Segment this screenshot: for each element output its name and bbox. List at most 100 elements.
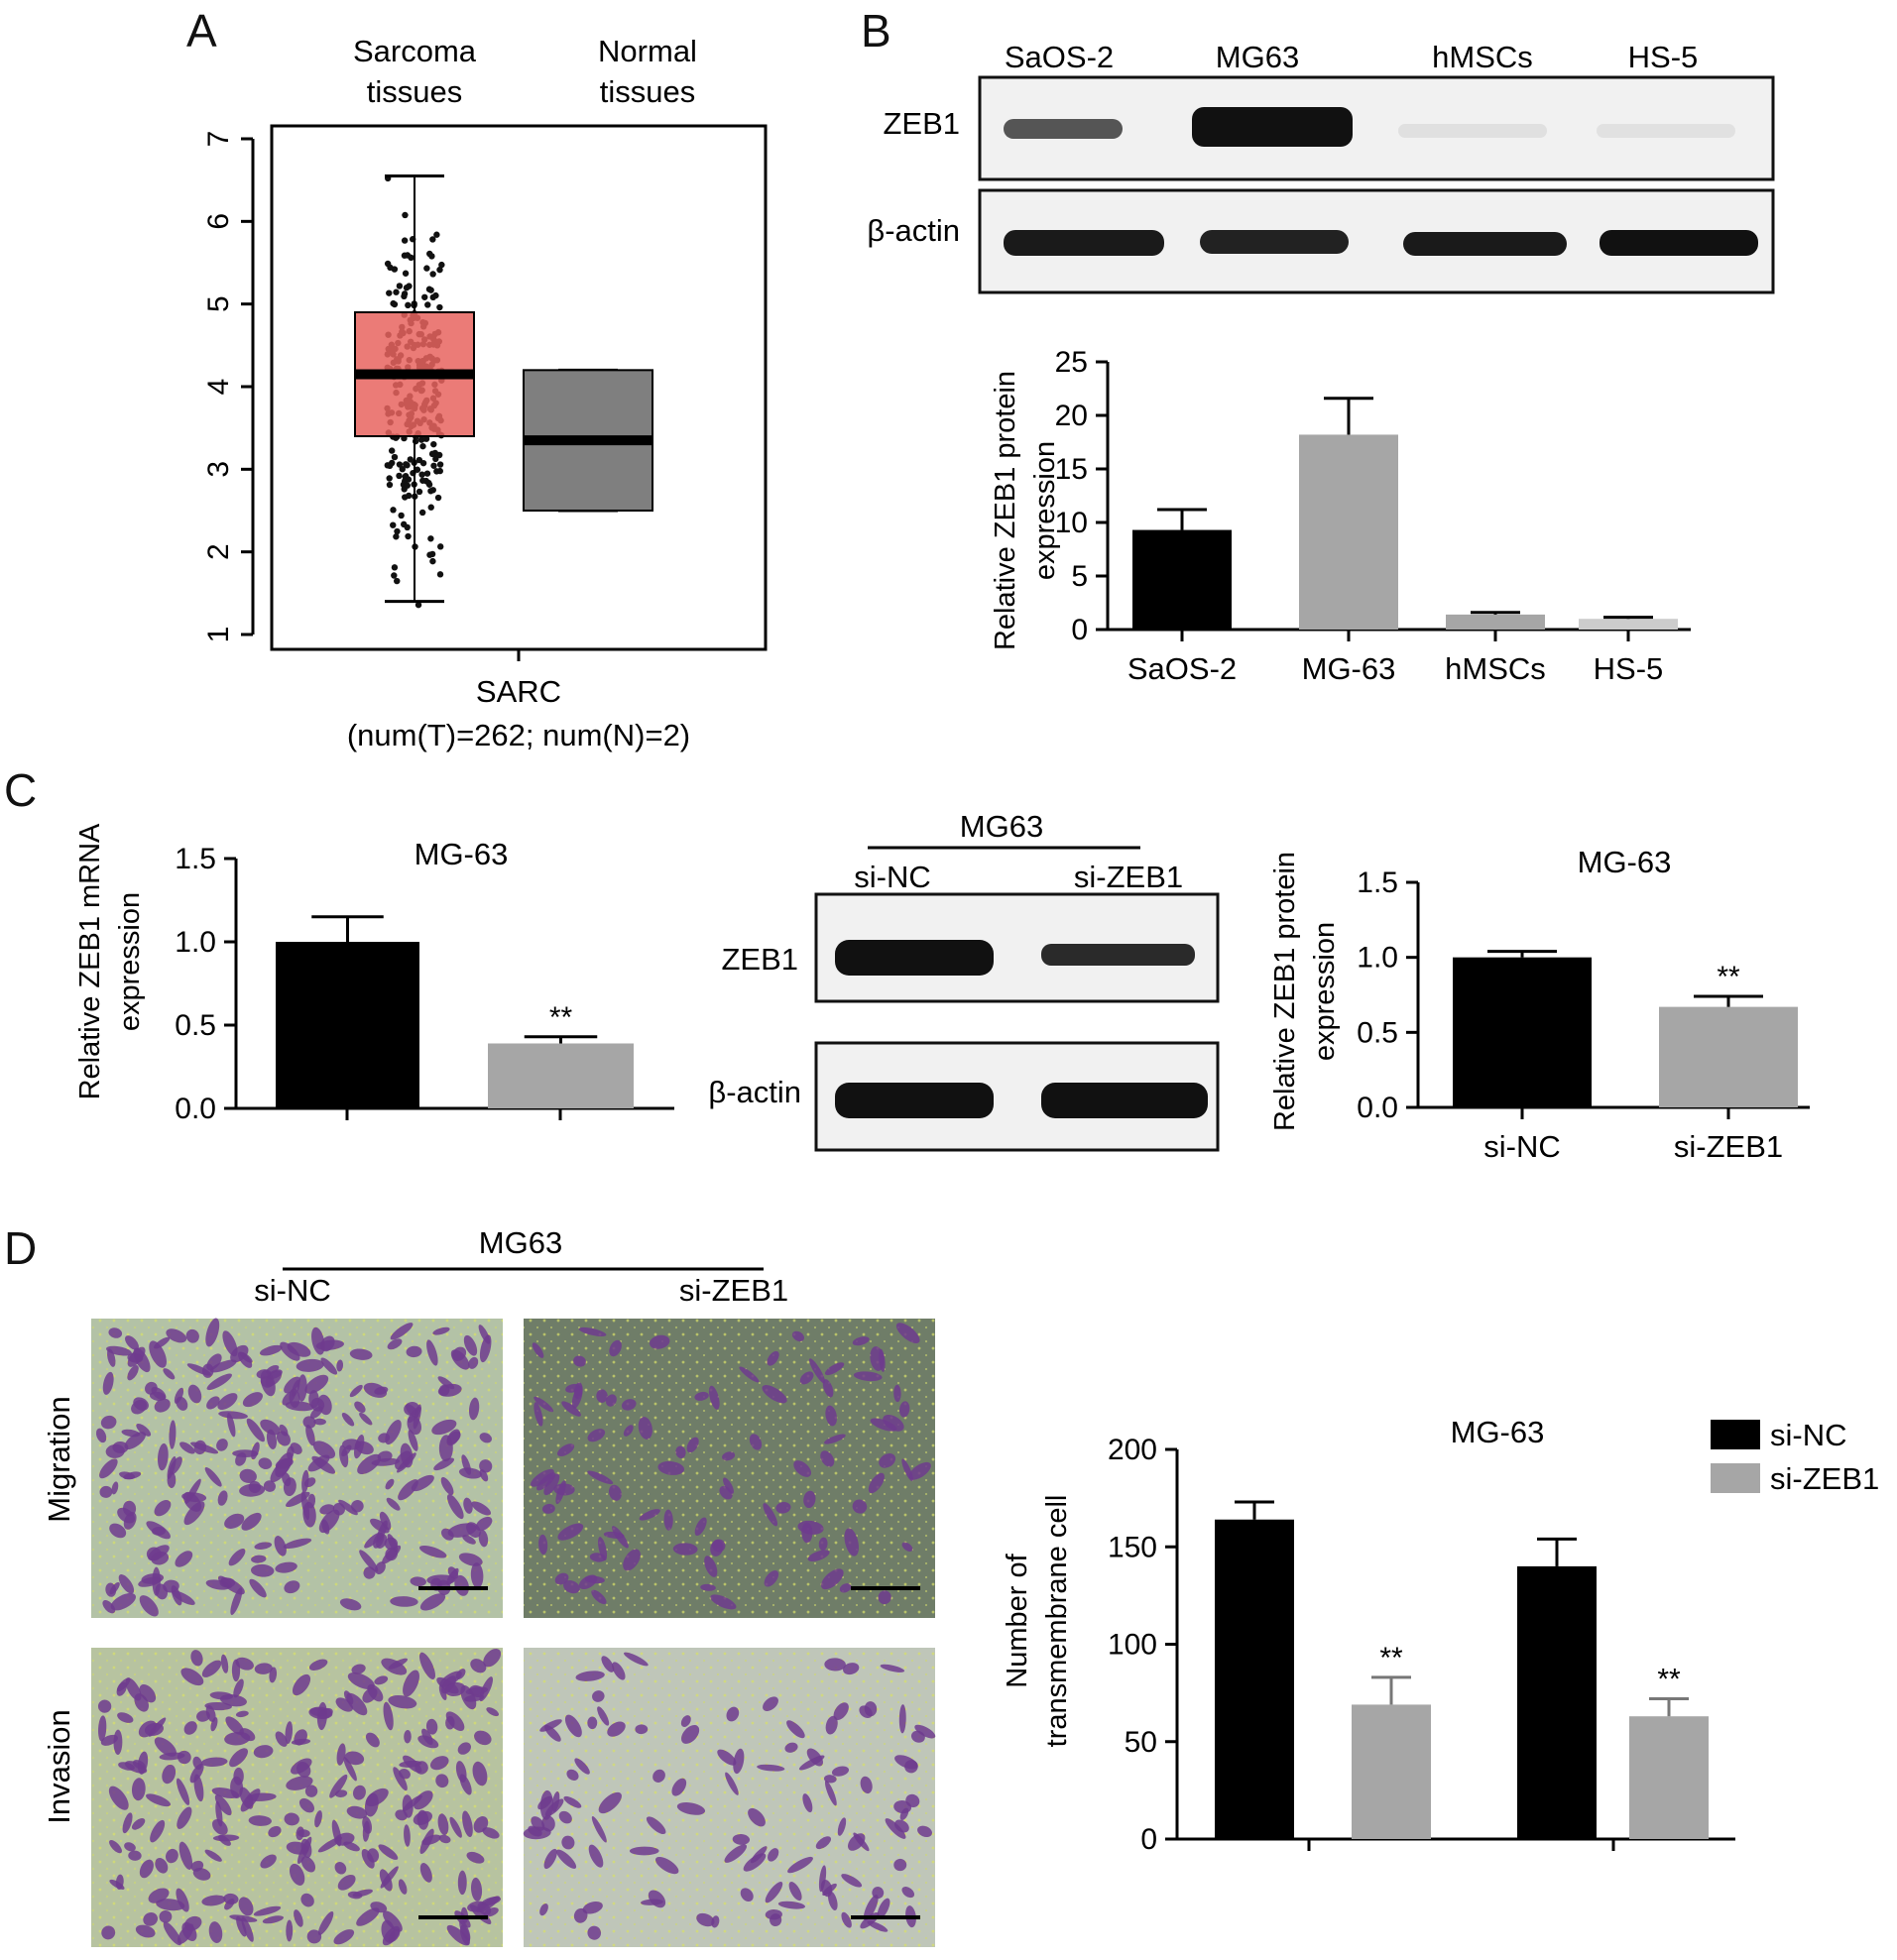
- stained-cell: [242, 1392, 263, 1408]
- data-point: [429, 236, 436, 243]
- stained-cell: [910, 1730, 925, 1743]
- y-tick-label: 1.0: [1357, 942, 1398, 975]
- band: [1403, 232, 1567, 256]
- x-tick-label: si-ZEB1: [1674, 1129, 1783, 1164]
- stained-cell: [359, 1550, 379, 1572]
- stained-cell: [105, 1582, 117, 1597]
- stained-cell: [554, 1572, 569, 1585]
- stained-cell: [155, 1858, 169, 1874]
- stained-cell: [459, 1774, 472, 1795]
- stained-cell: [152, 1566, 161, 1596]
- stained-cell: [468, 1356, 479, 1369]
- stained-cell: [159, 1909, 173, 1923]
- legend-swatch-si-nc: [1711, 1420, 1760, 1449]
- stained-cell: [462, 1810, 473, 1838]
- stained-cell: [286, 1776, 313, 1790]
- y-tick-label: 7: [202, 131, 235, 148]
- y-tick-label: 5: [202, 295, 235, 312]
- stained-cell: [612, 1526, 629, 1549]
- data-point: [436, 467, 443, 475]
- stained-cell: [209, 1691, 234, 1700]
- stained-cell: [696, 1912, 715, 1927]
- stained-cell: [260, 1854, 277, 1869]
- stained-cell: [204, 1466, 222, 1487]
- stained-cell: [294, 1909, 303, 1927]
- stained-cell: [224, 1899, 235, 1910]
- stained-cell: [131, 1818, 146, 1830]
- stained-cell: [138, 1720, 157, 1738]
- stained-cell: [404, 1824, 411, 1847]
- x-tick-label: hMSCs: [1445, 651, 1546, 686]
- stained-cell: [471, 1501, 492, 1516]
- stained-cell: [431, 1419, 457, 1436]
- stained-cell: [437, 1376, 455, 1390]
- stained-cell: [824, 1780, 837, 1806]
- data-point: [418, 471, 425, 478]
- stained-cell: [853, 1371, 883, 1382]
- stained-cell: [110, 1592, 136, 1611]
- panel-b-blot: SaOS-2 MG63 hMSCs HS-5 ZEB1 β-actin: [867, 40, 1775, 294]
- stained-cell: [833, 1702, 849, 1720]
- stained-cell: [880, 1664, 905, 1672]
- y-tick-label: 3: [202, 461, 235, 478]
- lane-label: hMSCs: [1432, 40, 1533, 74]
- stained-cell: [251, 1563, 275, 1577]
- stained-cell: [292, 1673, 311, 1696]
- stained-cell: [246, 1418, 265, 1442]
- data-point: [414, 466, 421, 473]
- stained-cell: [557, 1523, 584, 1541]
- data-point: [418, 509, 426, 517]
- stained-cell: [205, 1579, 230, 1590]
- data-point: [419, 442, 426, 450]
- x-labels: SaOS-2 MG-63 hMSCs HS-5: [1127, 630, 1663, 686]
- stained-cell: [212, 1834, 240, 1842]
- stained-cell: [228, 1549, 246, 1566]
- y-tick-label: 15: [1055, 453, 1088, 486]
- stained-cell: [472, 1761, 488, 1787]
- stained-cell: [629, 1846, 659, 1856]
- y-tick-label: 25: [1055, 346, 1088, 379]
- stained-cell: [233, 1678, 244, 1698]
- stained-cell: [436, 1676, 459, 1694]
- stained-cell: [824, 1658, 846, 1672]
- stained-cell: [116, 1677, 131, 1692]
- stained-cell: [700, 1583, 716, 1591]
- stained-cell: [101, 1925, 116, 1940]
- stained-cell: [877, 1898, 890, 1919]
- bars: **: [276, 915, 634, 1108]
- stained-cell: [895, 1323, 920, 1344]
- stained-cell: [435, 1774, 449, 1788]
- stained-cell: [201, 1660, 222, 1677]
- stained-cell: [398, 1879, 408, 1895]
- stained-cell: [339, 1598, 362, 1611]
- panel-a-boxplot: Sarcoma tissues Normal tissues 1 2 3 4 5 6 7 S…: [202, 34, 768, 752]
- stained-cell: [868, 1472, 885, 1494]
- stained-cell: [229, 1748, 249, 1768]
- stained-cell: [185, 1328, 199, 1343]
- stained-cell: [539, 1719, 562, 1732]
- stained-cell: [260, 1370, 276, 1397]
- data-point: [427, 535, 434, 542]
- panel-d-micrographs: MG63 si-NC si-ZEB1 Migration Invasion: [42, 1225, 936, 1947]
- data-point: [428, 253, 435, 260]
- bars: ** **: [1215, 1500, 1709, 1839]
- bar: [1446, 614, 1545, 630]
- stained-cell: [809, 1358, 826, 1384]
- stained-cell: [719, 1485, 733, 1500]
- y-label-line1: Relative ZEB1 protein: [1269, 852, 1301, 1131]
- stained-cell: [181, 1921, 197, 1941]
- stained-cell: [418, 1545, 447, 1558]
- stained-cell: [414, 1790, 433, 1810]
- stained-cell: [314, 1810, 322, 1828]
- data-point: [386, 289, 393, 296]
- stained-cell: [298, 1797, 314, 1813]
- stained-cell: [852, 1336, 870, 1346]
- y-tick-label: 50: [1125, 1726, 1157, 1759]
- stained-cell: [608, 1484, 622, 1501]
- stained-cell: [214, 1794, 232, 1816]
- stained-cell: [304, 1785, 318, 1797]
- data-point: [388, 447, 396, 454]
- data-point: [387, 264, 394, 272]
- stained-cell: [564, 1714, 582, 1738]
- stained-cell: [531, 1468, 554, 1487]
